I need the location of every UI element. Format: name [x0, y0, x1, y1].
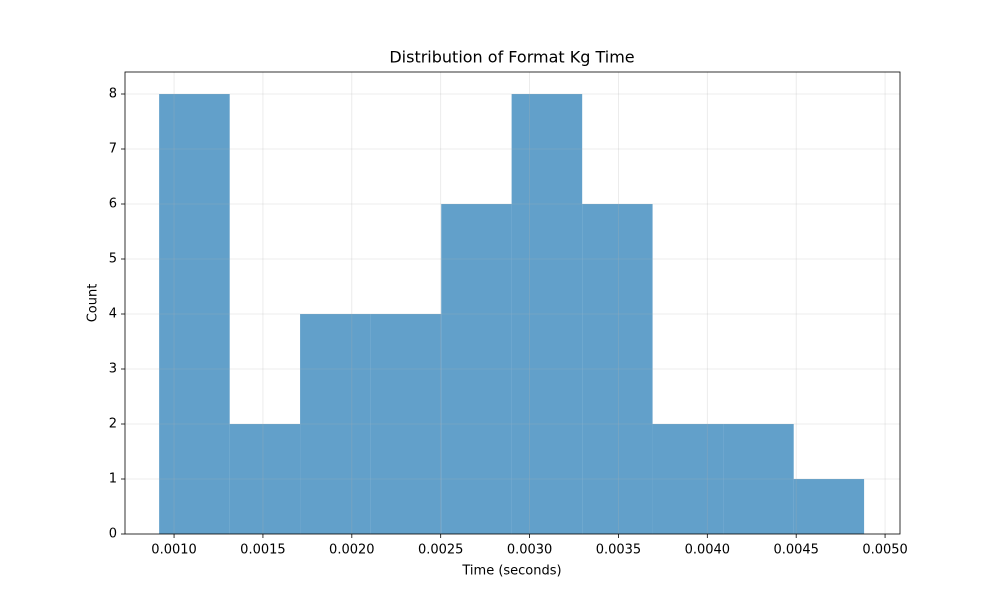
y-tick-label: 8 [109, 87, 117, 102]
y-tick-label: 1 [109, 472, 117, 487]
y-tick-label: 0 [109, 527, 117, 542]
y-tick-label: 4 [109, 307, 117, 322]
x-axis-label: Time (seconds) [461, 564, 561, 579]
x-tick-label: 0.0045 [773, 543, 819, 558]
x-tick-label: 0.0015 [240, 543, 286, 558]
bar [511, 94, 583, 534]
bar [300, 314, 371, 534]
bar [159, 94, 230, 534]
y-tick-label: 3 [109, 362, 117, 377]
bar [370, 314, 442, 534]
x-tick-label: 0.0030 [507, 543, 553, 558]
y-axis-label: Count [86, 284, 101, 323]
chart-title: Distribution of Format Kg Time [389, 48, 634, 67]
bar [793, 479, 865, 534]
y-tick-label: 2 [109, 417, 117, 432]
x-tick-label: 0.0020 [329, 543, 375, 558]
bar [582, 204, 653, 534]
x-tick-label: 0.0010 [151, 543, 197, 558]
x-tick-label: 0.0025 [418, 543, 464, 558]
bar [441, 204, 512, 534]
y-tick-label: 7 [109, 142, 117, 157]
x-tick-label: 0.0035 [596, 543, 642, 558]
x-tick-label: 0.0040 [685, 543, 731, 558]
bar [723, 424, 794, 534]
bar [229, 424, 301, 534]
y-tick-label: 6 [109, 197, 117, 212]
plot-frame [124, 71, 901, 535]
y-tick-label: 5 [109, 252, 117, 267]
bar [652, 424, 724, 534]
x-tick-label: 0.0050 [862, 543, 908, 558]
